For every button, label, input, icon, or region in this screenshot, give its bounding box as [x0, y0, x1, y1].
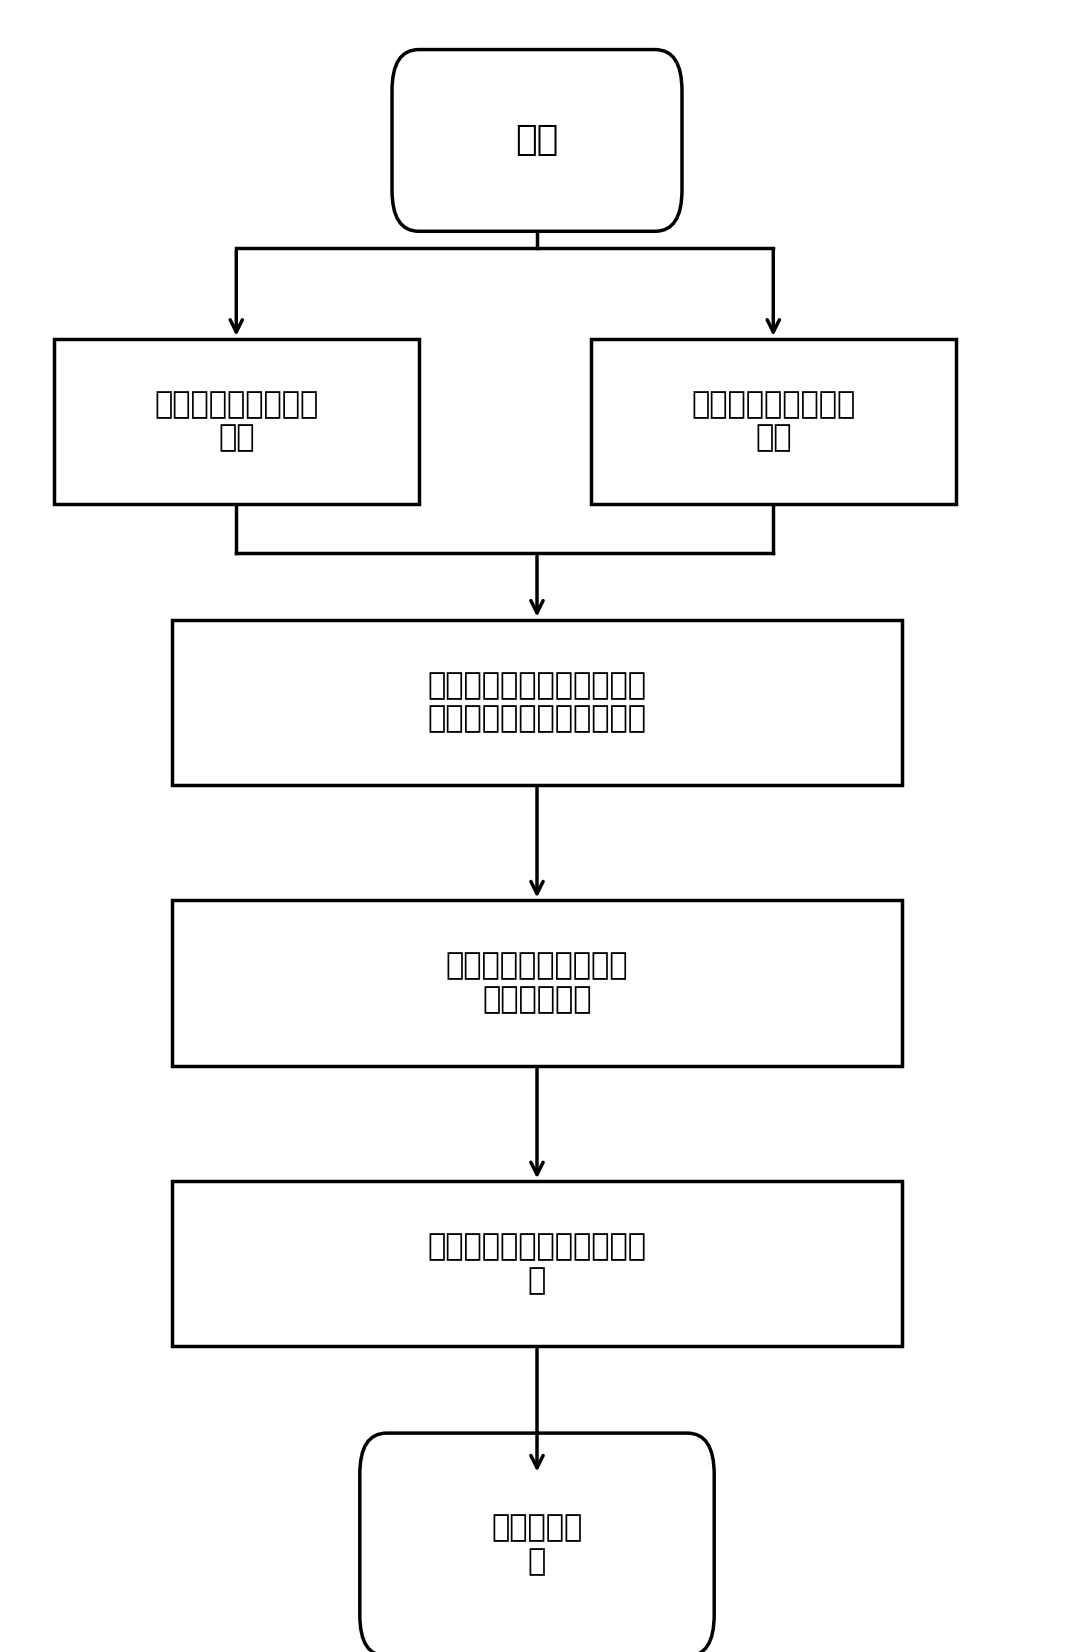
- Text: 光伏出力预测区间的
建模: 光伏出力预测区间的 建模: [155, 390, 318, 453]
- Text: 开始: 开始: [516, 124, 558, 157]
- Text: 输出调度结
果: 输出调度结 果: [492, 1513, 582, 1576]
- FancyBboxPatch shape: [172, 620, 902, 785]
- FancyBboxPatch shape: [591, 339, 956, 504]
- FancyBboxPatch shape: [172, 900, 902, 1066]
- Text: 负荷需求预测区间的
建模: 负荷需求预测区间的 建模: [692, 390, 855, 453]
- FancyBboxPatch shape: [392, 50, 682, 231]
- FancyBboxPatch shape: [172, 1181, 902, 1346]
- FancyBboxPatch shape: [54, 339, 419, 504]
- Text: 对负荷预测区间模糊抽
样得到预测值: 对负荷预测区间模糊抽 样得到预测值: [446, 952, 628, 1014]
- Text: 考虑了电网运行经济性和可
靠性，建立配电网调度模型: 考虑了电网运行经济性和可 靠性，建立配电网调度模型: [427, 671, 647, 733]
- Text: 基于粒子群优化算法求解模
型: 基于粒子群优化算法求解模 型: [427, 1232, 647, 1295]
- FancyBboxPatch shape: [360, 1432, 714, 1652]
